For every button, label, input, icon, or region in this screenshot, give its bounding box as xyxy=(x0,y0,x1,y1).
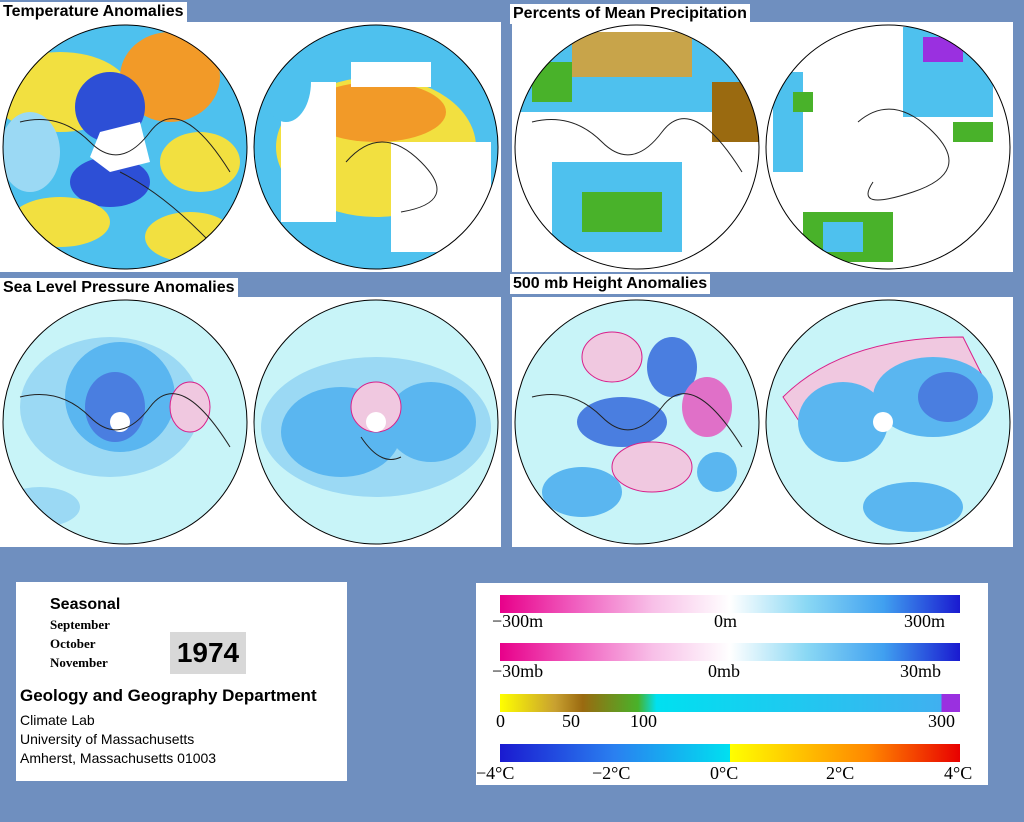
pressure-label-max: 30mb xyxy=(900,661,942,681)
precip-label: 0 xyxy=(496,711,505,731)
height500-title: 500 mb Height Anomalies xyxy=(510,274,711,294)
month-label: September xyxy=(50,617,110,632)
pressure-label-min: −30mb xyxy=(492,661,544,681)
precip-label: 300 xyxy=(928,711,955,731)
temperature-label: −4°C xyxy=(476,763,515,783)
season-label: Seasonal xyxy=(50,596,121,613)
precip-color-bar xyxy=(500,694,960,712)
precip-label: 50 xyxy=(562,711,580,731)
address-line: Amherst, Massachusetts 01003 xyxy=(20,750,217,766)
address-line: Climate Lab xyxy=(20,712,95,728)
pressure-color-bar xyxy=(500,643,960,661)
year-label: 1974 xyxy=(170,632,246,674)
precipitation-panel xyxy=(512,22,1013,272)
height-label-max: 300m xyxy=(904,611,946,631)
slp-nh-globe xyxy=(2,299,248,545)
height500-sh-globe xyxy=(765,299,1011,545)
pressure-label-mid: 0mb xyxy=(708,661,741,681)
temperature-label: 0°C xyxy=(710,763,739,783)
month-label: November xyxy=(50,655,108,670)
height500-panel xyxy=(512,297,1013,547)
height-color-bar xyxy=(500,595,960,613)
month-label: October xyxy=(50,636,96,651)
slp-panel xyxy=(0,297,501,547)
precip-label: 100 xyxy=(630,711,657,731)
temperature-nh-globe xyxy=(2,24,248,270)
precipitation-nh-globe xyxy=(514,24,760,270)
temperature-color-bar xyxy=(500,744,960,762)
temperature-title: Temperature Anomalies xyxy=(0,2,187,22)
address-line: University of Massachusetts xyxy=(20,731,195,747)
slp-sh-globe xyxy=(253,299,499,545)
info-box: Seasonal September October November 1974… xyxy=(16,582,347,781)
legend-box: −300m 0m 300m −30mb 0mb 30mb 0 50 100 30… xyxy=(476,583,988,785)
temperature-panel xyxy=(0,22,501,272)
height-label-mid: 0m xyxy=(714,611,738,631)
temperature-sh-globe xyxy=(253,24,499,270)
temperature-label: −2°C xyxy=(592,763,631,783)
height500-nh-globe xyxy=(514,299,760,545)
precipitation-title: Percents of Mean Precipitation xyxy=(510,4,750,24)
slp-title: Sea Level Pressure Anomalies xyxy=(0,278,238,298)
height-label-min: −300m xyxy=(492,611,544,631)
department-label: Geology and Geography Department xyxy=(20,686,317,705)
precipitation-sh-globe xyxy=(765,24,1011,270)
temperature-label: 4°C xyxy=(944,763,973,783)
temperature-label: 2°C xyxy=(826,763,855,783)
